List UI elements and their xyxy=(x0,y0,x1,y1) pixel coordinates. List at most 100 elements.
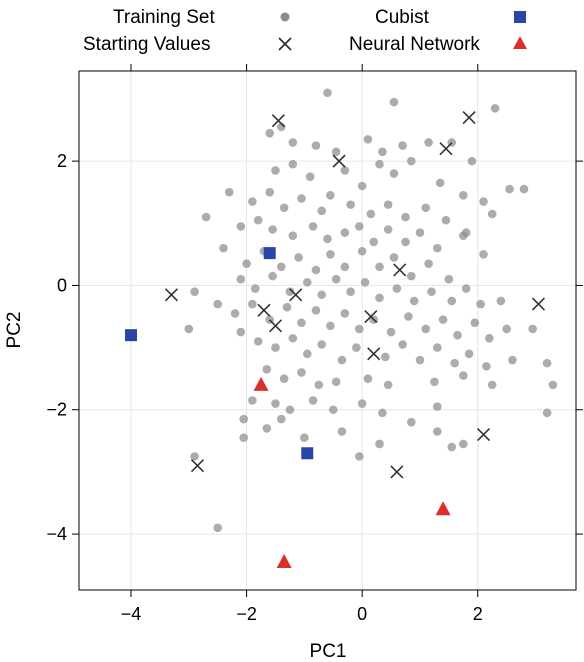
legend-marker-starting-values xyxy=(278,37,292,51)
training-point xyxy=(430,377,439,387)
training-point xyxy=(302,278,312,287)
training-point xyxy=(300,433,309,443)
training-point xyxy=(401,237,410,247)
training-point xyxy=(285,287,295,296)
training-point xyxy=(331,147,341,157)
starting-value-point xyxy=(268,319,283,333)
training-point xyxy=(424,259,433,268)
training-point xyxy=(262,424,272,433)
training-point xyxy=(317,290,327,300)
training-point xyxy=(447,296,457,306)
training-point xyxy=(265,128,275,138)
training-point xyxy=(276,262,286,272)
training-point xyxy=(459,439,468,449)
training-point xyxy=(392,284,402,293)
training-point xyxy=(279,374,289,383)
training-point xyxy=(485,333,494,343)
y-axis-label: PC2 xyxy=(4,312,25,349)
training-point xyxy=(476,299,485,309)
training-point xyxy=(380,352,390,362)
training-point xyxy=(190,452,199,461)
training-point xyxy=(311,141,321,150)
x-axis-label: PC1 xyxy=(310,641,347,662)
training-point xyxy=(409,296,419,306)
training-point xyxy=(378,408,387,418)
training-point xyxy=(323,88,332,98)
training-point xyxy=(190,287,199,296)
training-point xyxy=(461,284,471,293)
x-tick-label: 2 xyxy=(473,604,483,624)
training-point xyxy=(470,318,480,328)
x-tick-label: −4 xyxy=(121,604,142,624)
training-point xyxy=(357,246,367,256)
training-point xyxy=(288,231,298,241)
training-point xyxy=(288,159,298,169)
training-point xyxy=(404,312,413,321)
training-point xyxy=(427,287,436,296)
training-point xyxy=(326,191,335,200)
training-point xyxy=(340,166,350,175)
training-point xyxy=(366,209,376,219)
training-point xyxy=(459,191,468,200)
y-tick-label: 0 xyxy=(57,275,67,295)
training-point xyxy=(354,324,364,334)
training-point xyxy=(311,305,321,315)
training-point xyxy=(239,414,249,424)
starting-value-point xyxy=(393,263,407,277)
training-point xyxy=(236,274,246,284)
training-point xyxy=(398,141,407,150)
training-point xyxy=(317,206,327,216)
legend: Training Set Starting Values Cubist Neur… xyxy=(83,7,527,55)
starting-value-point xyxy=(462,111,476,125)
legend-label-training-set: Training Set xyxy=(113,7,215,28)
training-point xyxy=(337,427,347,436)
y-tick-label: −4 xyxy=(46,524,67,544)
training-point xyxy=(461,228,471,237)
starting-value-point xyxy=(190,459,205,473)
training-point xyxy=(305,172,315,181)
training-point xyxy=(279,203,289,213)
cubist-point xyxy=(301,447,314,460)
training-point xyxy=(415,355,425,365)
training-point xyxy=(406,417,416,427)
training-point xyxy=(467,156,477,166)
starting-value-point xyxy=(439,142,453,156)
legend-label-starting-values: Starting Values xyxy=(83,34,210,55)
training-point xyxy=(375,159,384,169)
training-point xyxy=(421,324,431,334)
training-point xyxy=(239,433,249,443)
training-point xyxy=(340,228,350,237)
training-point xyxy=(308,396,318,405)
training-point xyxy=(375,293,384,303)
training-point xyxy=(184,324,194,334)
training-point xyxy=(389,253,399,262)
training-point xyxy=(288,138,298,147)
training-point xyxy=(424,138,433,147)
training-point xyxy=(542,358,552,368)
training-point xyxy=(386,327,396,337)
training-point xyxy=(297,368,306,377)
training-point xyxy=(444,274,454,284)
starting-value-point xyxy=(531,297,546,311)
training-point xyxy=(360,278,370,287)
training-point xyxy=(253,215,263,225)
training-point xyxy=(505,184,514,194)
starting-value-point xyxy=(367,347,381,361)
training-point xyxy=(326,250,335,259)
starting-value-point xyxy=(271,114,285,128)
training-point xyxy=(415,228,425,237)
neural-network-point xyxy=(276,554,292,569)
legend-marker-neural-network xyxy=(513,36,527,49)
training-point xyxy=(459,371,468,380)
starting-value-point xyxy=(289,288,303,302)
training-point xyxy=(224,187,234,197)
starting-value-point xyxy=(164,288,179,302)
training-point xyxy=(302,349,312,359)
training-point xyxy=(201,212,211,222)
training-point xyxy=(250,284,260,293)
training-point xyxy=(288,333,298,343)
training-point xyxy=(352,343,361,352)
training-point xyxy=(268,271,277,281)
training-point xyxy=(294,253,303,262)
training-point xyxy=(271,166,280,175)
